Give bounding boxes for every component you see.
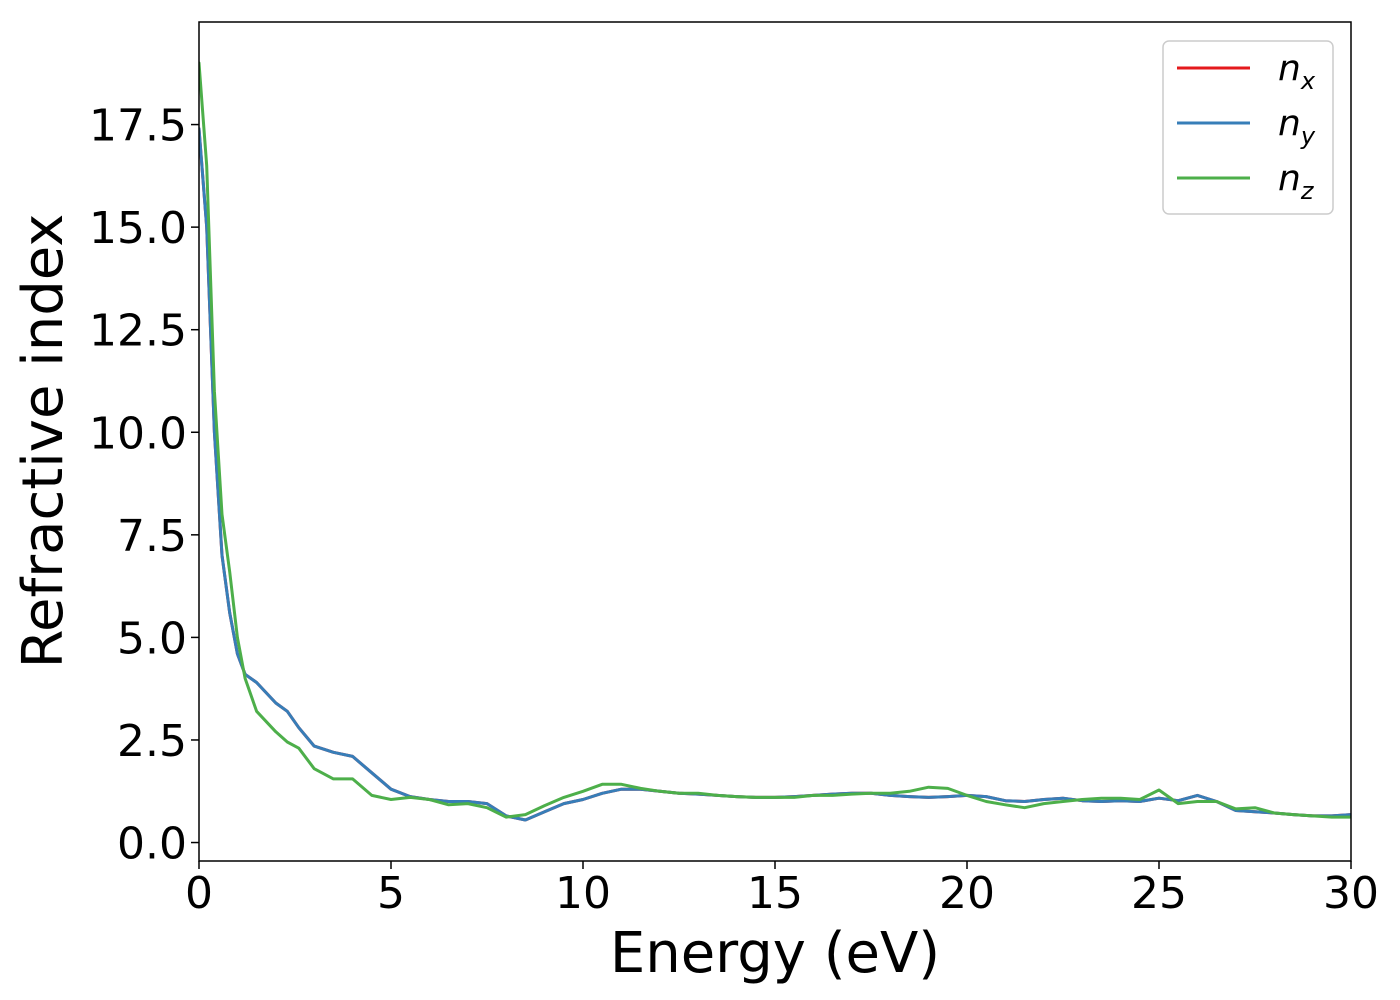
y-axis-label: Refractive index bbox=[11, 214, 76, 669]
legend-label-base: n bbox=[1278, 48, 1301, 89]
y-tick-label: 10.0 bbox=[89, 408, 187, 459]
x-axis-label: Energy (eV) bbox=[610, 921, 940, 986]
legend-label-subscript: z bbox=[1300, 177, 1315, 205]
legend-label-base: n bbox=[1278, 158, 1301, 199]
series-line-nz bbox=[199, 61, 1351, 819]
legend-label-nx: nx bbox=[1278, 48, 1316, 95]
legend-label-ny: ny bbox=[1278, 103, 1316, 150]
x-tick-label: 30 bbox=[1323, 868, 1379, 919]
legend-label-base: n bbox=[1278, 103, 1301, 144]
x-tick-label: 15 bbox=[747, 868, 803, 919]
y-tick-label: 2.5 bbox=[117, 716, 187, 767]
legend-label-nz: nz bbox=[1278, 158, 1315, 205]
plot-background bbox=[199, 22, 1351, 861]
y-tick-label: 7.5 bbox=[117, 511, 187, 562]
x-axis-ticks: 0 5 10 15 20 25 30 bbox=[185, 861, 1379, 919]
legend-label-subscript: y bbox=[1300, 122, 1316, 150]
x-tick-label: 10 bbox=[555, 868, 611, 919]
y-axis-ticks: 0.0 2.5 5.0 7.5 10.0 12.5 15.0 17.5 bbox=[89, 101, 199, 870]
x-tick-label: 25 bbox=[1131, 868, 1187, 919]
legend-box bbox=[1162, 40, 1334, 215]
y-tick-label: 15.0 bbox=[89, 203, 187, 254]
series-layer bbox=[199, 61, 1351, 822]
y-tick-label: 5.0 bbox=[117, 613, 187, 664]
x-tick-label: 20 bbox=[939, 868, 995, 919]
y-tick-label: 12.5 bbox=[89, 306, 187, 357]
x-tick-label: 0 bbox=[185, 868, 213, 919]
y-tick-label: 0.0 bbox=[117, 819, 187, 870]
y-tick-label: 17.5 bbox=[89, 101, 187, 152]
legend-label-subscript: x bbox=[1300, 67, 1316, 95]
x-tick-label: 5 bbox=[377, 868, 405, 919]
